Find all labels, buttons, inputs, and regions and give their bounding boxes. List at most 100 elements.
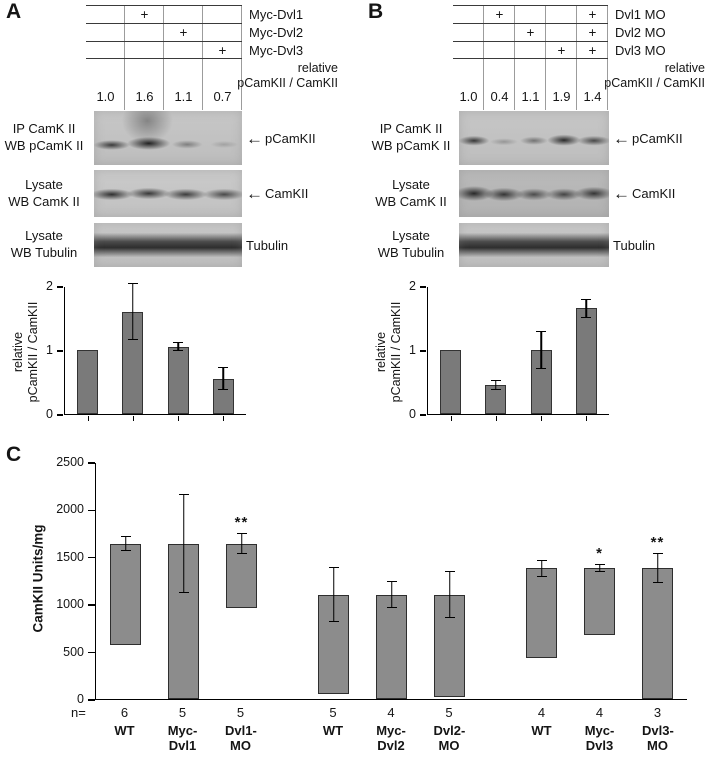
error-bar xyxy=(444,571,455,619)
n-value: 3 xyxy=(653,705,662,720)
blot-row-camkii-b: Lysate WB CamK II ← CamKII xyxy=(365,170,712,217)
y-tick-label: 1500 xyxy=(56,549,84,564)
blot-label: Lysate WB CamK II xyxy=(8,176,80,209)
error-bar xyxy=(386,581,397,608)
condition-cell xyxy=(484,42,515,58)
ratio-values-b: 1.0 0.4 1.1 1.9 1.4 xyxy=(453,89,608,104)
n-value: 5 xyxy=(445,705,453,720)
bar-group: ** xyxy=(110,494,257,699)
n-value: 4 xyxy=(387,705,395,720)
y-tick-mark xyxy=(88,556,95,559)
western-blot-image-tubulin-a xyxy=(94,223,242,267)
y-tick-label: 2500 xyxy=(56,455,84,469)
panel-c: C CamKII Units/mg 0 500 1000 1500 2000 2500 *… xyxy=(0,443,712,757)
condition-row-label: Dvl1 MO xyxy=(615,6,666,22)
y-tick-label: 0 xyxy=(46,407,53,421)
band-marker: ← CamKII xyxy=(613,185,675,202)
blot-label: Lysate WB Tubulin xyxy=(10,228,78,260)
band-marker-label: CamKII xyxy=(265,186,309,201)
n-group: 6 5 5 xyxy=(109,705,256,720)
error-bar xyxy=(594,564,605,572)
label-group: WT Myc- Dvl3 Dvl3- MO xyxy=(526,723,673,754)
n-values: 6 5 5 5 4 5 4 4 3 xyxy=(95,705,687,720)
lane-divider-line xyxy=(514,5,515,110)
condition-cell xyxy=(546,6,577,23)
condition-cell: + xyxy=(218,43,227,58)
bar-chart-c-bars: ** * ** xyxy=(96,463,687,699)
bar-slot xyxy=(122,282,144,421)
left-arrow-icon: ← xyxy=(246,128,263,148)
x-category-label: WT xyxy=(114,723,135,738)
bar-slot xyxy=(376,581,407,699)
condition-cell xyxy=(164,42,203,58)
bar-slot xyxy=(434,571,465,698)
y-tick-label: 0 xyxy=(409,407,416,421)
bar-slot xyxy=(168,494,199,699)
condition-row-label: Myc-Dvl2 xyxy=(249,24,304,40)
condition-cell xyxy=(546,24,577,41)
blot-row-camkii-a: Lysate WB CamK II ← CamKII xyxy=(0,170,358,217)
band-marker-label: Tubulin xyxy=(246,237,289,253)
condition-cell: + xyxy=(179,25,188,40)
y-tick-label: 1 xyxy=(409,343,416,357)
y-tick-mark xyxy=(88,604,95,606)
n-value: 6 xyxy=(120,705,129,720)
condition-table-b: + + Dvl1 MO + + Dvl2 MO + + Dvl3 MO xyxy=(453,5,666,59)
bar xyxy=(376,594,407,699)
n-value: 5 xyxy=(236,705,245,720)
ratio-value: 1.0 xyxy=(96,89,115,104)
condition-cell: + xyxy=(588,25,597,40)
blot-row-tubulin-b: Lysate WB Tubulin Tubulin xyxy=(365,223,712,267)
bar-slot xyxy=(318,567,349,695)
x-category-label: Myc- Dvl3 xyxy=(584,723,615,753)
n-value: 5 xyxy=(329,705,337,720)
y-tick-mark xyxy=(420,414,426,416)
condition-cell: + xyxy=(588,7,597,22)
y-tick-label: 1000 xyxy=(56,597,84,612)
lane-divider-line xyxy=(124,5,125,110)
n-group: 5 4 5 xyxy=(318,705,465,720)
ratio-value: 1.1 xyxy=(174,89,193,104)
error-bar xyxy=(490,380,501,391)
bar-slot xyxy=(526,559,557,659)
band-marker-label: Tubulin xyxy=(613,237,656,253)
bar-slot xyxy=(167,287,189,421)
band-marker: Tubulin xyxy=(613,238,655,253)
condition-row-label: Myc-Dvl3 xyxy=(249,42,304,58)
lane-divider-line xyxy=(545,5,546,110)
blot-row-tubulin-a: Lysate WB Tubulin Tubulin xyxy=(0,223,358,267)
bar-slot xyxy=(440,287,462,421)
lane-dividers-a xyxy=(86,5,242,110)
y-tick-mark xyxy=(420,286,426,288)
condition-cell: + xyxy=(588,43,597,58)
bar-slot xyxy=(530,287,552,421)
western-blot-image-camkii-b xyxy=(459,170,609,217)
lane-divider-line xyxy=(576,5,577,110)
condition-cells: + + xyxy=(453,5,608,23)
ratio-value: 0.7 xyxy=(213,89,232,104)
y-tick-label: 500 xyxy=(63,644,84,659)
ratio-header-label-b: relative pCamKII / CamKII xyxy=(604,61,705,90)
blot-row-pcamkii-a: IP CamK II WB pCamK II ← pCamKII xyxy=(0,111,358,165)
panel-a: A + Myc-Dvl1 + Myc-Dvl2 + Myc-Dvl3 relative p… xyxy=(0,0,358,440)
lane-divider-line xyxy=(241,5,242,110)
bar-slot xyxy=(485,287,507,421)
y-tick-label: 2000 xyxy=(56,502,84,517)
condition-cells: + xyxy=(86,41,242,59)
n-group: 4 4 3 xyxy=(526,705,673,720)
condition-cell: + xyxy=(526,25,535,40)
ratio-value: 1.0 xyxy=(459,89,478,104)
condition-cell xyxy=(86,6,125,23)
error-bar xyxy=(652,553,663,584)
bar-chart-b xyxy=(427,287,609,421)
condition-row-label: Myc-Dvl1 xyxy=(249,6,304,22)
bar-group: * ** xyxy=(526,534,673,699)
x-category-label: Dvl1- MO xyxy=(225,723,257,753)
left-arrow-icon: ← xyxy=(613,184,630,203)
x-category-label: Dvl2- MO xyxy=(433,723,466,753)
error-bar xyxy=(328,567,339,623)
western-blot-image-pcamkii-b xyxy=(459,111,609,165)
left-arrow-icon: ← xyxy=(246,184,263,203)
error-bar xyxy=(218,367,229,391)
